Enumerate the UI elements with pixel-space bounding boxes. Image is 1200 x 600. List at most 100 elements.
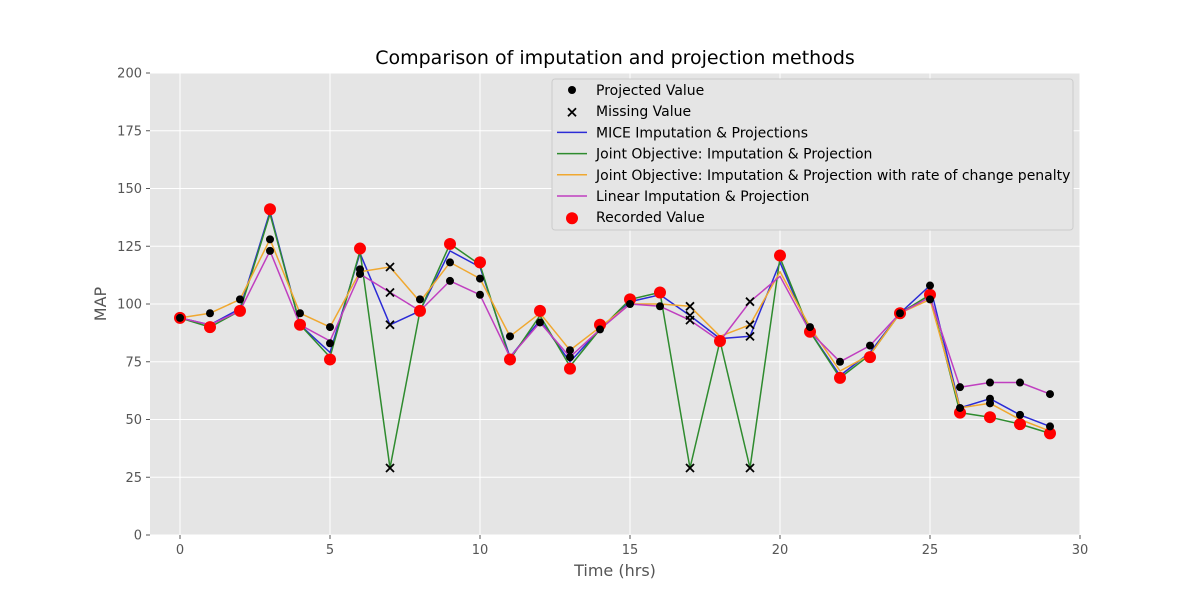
recorded-value-point (414, 304, 426, 317)
projected-value-point (446, 276, 454, 285)
x-tick-label: 10 (472, 543, 489, 558)
x-stroke (385, 287, 395, 298)
legend-x-swatch (567, 107, 577, 117)
x-tick-label: 15 (622, 543, 639, 558)
projected-value-point (296, 309, 304, 318)
recorded-value-point (354, 242, 366, 255)
recorded-value-point (504, 353, 516, 366)
recorded-value-point (1014, 418, 1026, 431)
recorded-value-point (864, 351, 876, 364)
missing-value-point (685, 463, 695, 473)
legend-label: Joint Objective: Imputation & Projection… (595, 168, 1070, 184)
x-tick-label: 20 (772, 543, 789, 558)
recorded-value-point (264, 203, 276, 216)
missing-value-point (385, 262, 395, 272)
x-stroke (685, 463, 695, 473)
projected-value-point (416, 295, 424, 304)
missing-value-point (385, 463, 395, 473)
legend: Projected Value Missing Value MICE Imputat… (551, 78, 1074, 231)
x-stroke (745, 297, 755, 307)
missing-value-point (745, 320, 755, 330)
y-tick-label: 0 (134, 529, 142, 544)
y-tick-label: 150 (117, 182, 142, 197)
projected-value-point (506, 332, 514, 341)
projected-value-point (626, 300, 634, 308)
x-tick-label: 25 (922, 543, 939, 558)
projected-value-point (1016, 410, 1024, 419)
x-tick-label: 30 (1072, 543, 1089, 558)
recorded-value-point (834, 371, 846, 384)
recorded-value-point (654, 286, 666, 299)
recorded-value-point (534, 304, 546, 317)
x-stroke (385, 463, 395, 473)
legend-item: Recorded Value (566, 210, 705, 226)
x-tick-label: 0 (176, 543, 184, 558)
legend-item: Joint Objective: Imputation & Projection (557, 147, 872, 163)
x-stroke (745, 331, 755, 341)
y-tick-label: 175 (117, 124, 142, 139)
projected-value-point (176, 313, 184, 322)
projected-value-point (566, 346, 574, 355)
projected-value-point (1046, 422, 1054, 431)
projected-value-point (536, 318, 544, 327)
projected-value-point (326, 323, 334, 332)
projected-value-point (866, 341, 874, 350)
projected-value-point (236, 295, 244, 304)
projected-value-point (926, 295, 934, 304)
legend-item: Linear Imputation & Projection (557, 189, 809, 205)
y-tick-label: 125 (117, 240, 142, 255)
missing-value-point (685, 310, 695, 321)
projected-value-point (836, 357, 844, 366)
legend-label: Recorded Value (596, 210, 705, 226)
legend-item: MICE Imputation & Projections (557, 125, 808, 141)
x-stroke (685, 301, 695, 311)
projected-value-point (476, 290, 484, 299)
recorded-value-point (234, 304, 246, 317)
recorded-value-point (564, 362, 576, 375)
y-axis-label: MAP (91, 286, 110, 321)
y-tick-label: 50 (125, 413, 142, 428)
projected-value-point (896, 309, 904, 318)
legend-label: MICE Imputation & Projections (596, 125, 808, 141)
marker-layer (174, 203, 1056, 473)
projected-value-point (476, 274, 484, 283)
x-stroke (567, 107, 577, 117)
y-tick-label: 200 (117, 67, 142, 82)
missing-value-point (385, 320, 395, 330)
legend-item: Missing Value (567, 104, 691, 120)
missing-value-point (745, 297, 755, 307)
legend-dot-swatch (568, 86, 576, 94)
projected-value-point (566, 353, 574, 362)
recorded-value-point (324, 353, 336, 366)
projected-value-point (956, 383, 964, 392)
projected-value-point (206, 309, 214, 318)
x-axis-label: Time (hrs) (573, 561, 656, 580)
legend-item: Joint Objective: Imputation & Projection… (557, 168, 1070, 184)
x-stroke (385, 320, 395, 330)
legend-box (551, 78, 1074, 231)
recorded-value-point (774, 249, 786, 262)
missing-value-point (745, 331, 755, 341)
legend-item: Projected Value (568, 83, 704, 99)
legend-label: Projected Value (596, 83, 704, 99)
missing-value-point (745, 463, 755, 473)
projected-value-point (356, 269, 364, 278)
projected-value-point (266, 235, 274, 244)
projected-value-point (1016, 378, 1024, 387)
legend-label: Joint Objective: Imputation & Projection (595, 147, 872, 163)
recorded-value-point (444, 237, 456, 250)
legend-dot-swatch (566, 212, 578, 225)
x-stroke (685, 310, 695, 321)
projected-value-point (986, 399, 994, 408)
y-tick-label: 100 (117, 298, 142, 313)
projected-value-point (266, 246, 274, 255)
projected-value-point (956, 403, 964, 412)
recorded-value-point (984, 411, 996, 424)
chart-title: Comparison of imputation and projection … (375, 47, 855, 69)
y-tick-label: 75 (125, 355, 142, 370)
projected-value-point (656, 302, 664, 311)
recorded-value-point (294, 318, 306, 331)
projected-value-point (986, 378, 994, 387)
recorded-value-point (1044, 427, 1056, 440)
legend-label: Missing Value (596, 104, 691, 120)
